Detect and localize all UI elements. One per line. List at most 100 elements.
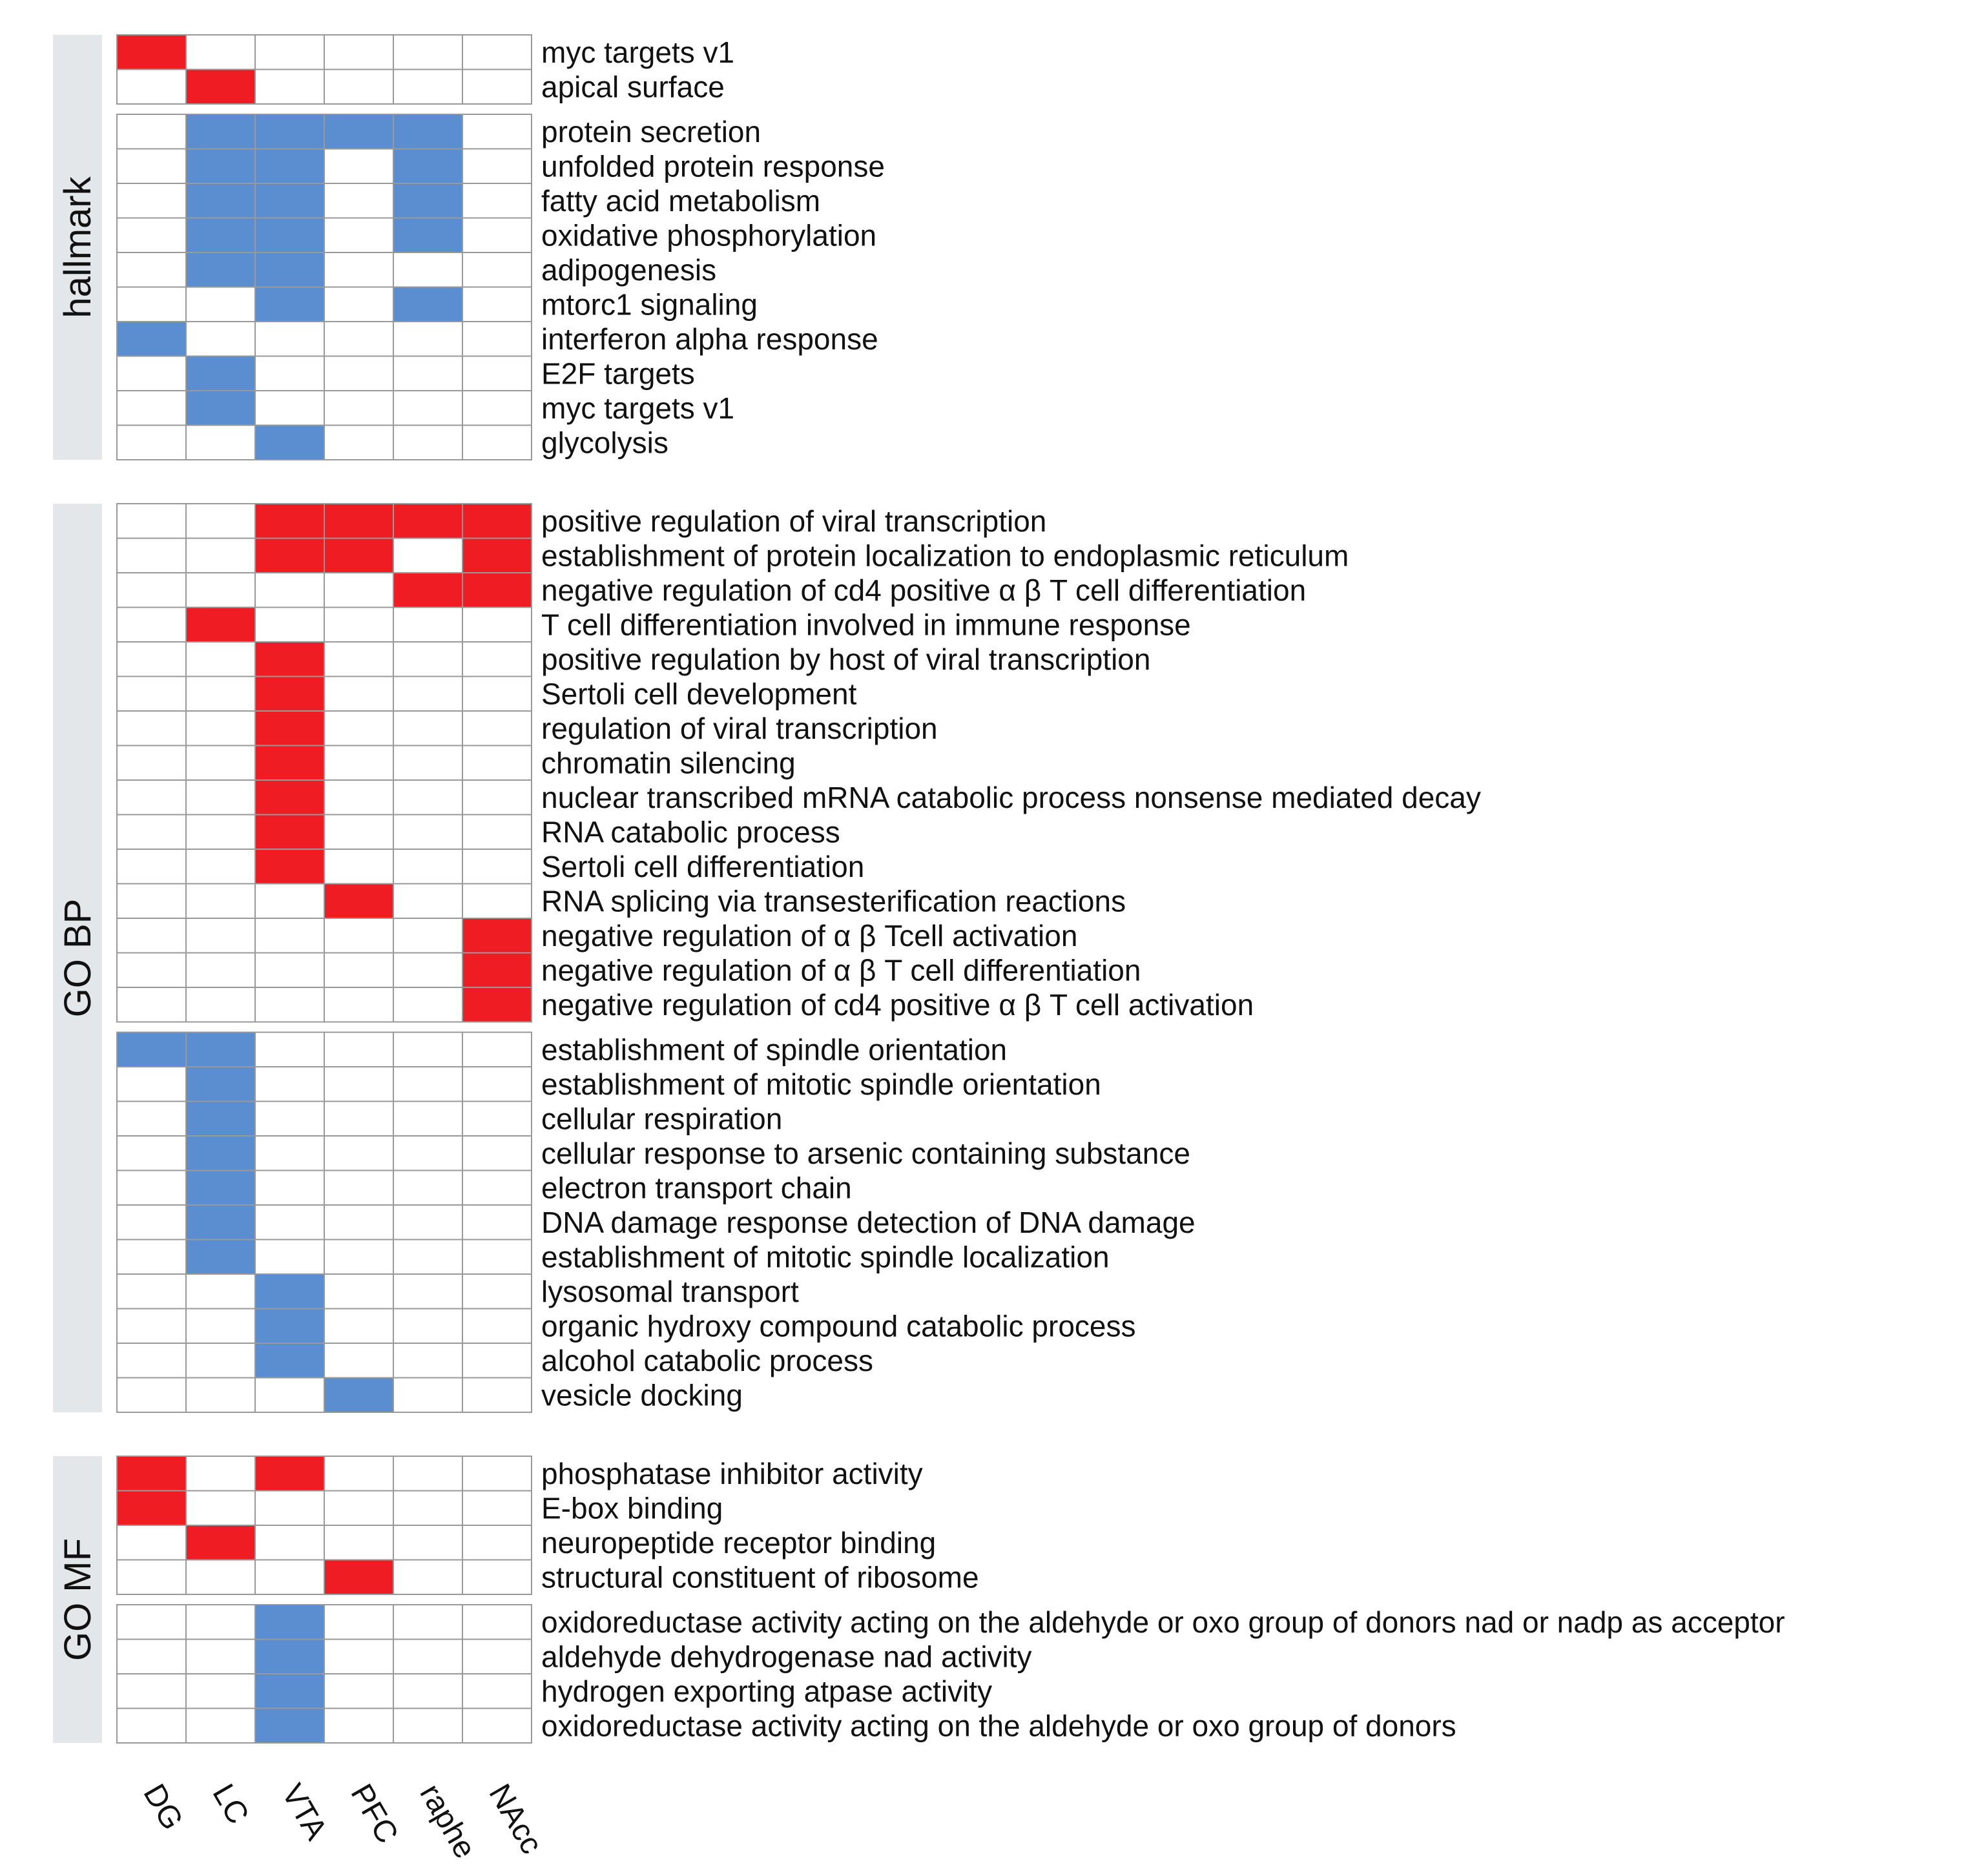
heatmap-cell-LC-down [185, 148, 256, 184]
heatmap-cell-VTA-down [254, 1638, 325, 1674]
heatmap-cell-VTA-down [254, 1066, 325, 1102]
heatmap-cell-raphe-down [393, 1135, 463, 1171]
term-label: positive regulation by host of viral tra… [541, 643, 1150, 676]
heatmap-cell-PFC-up [324, 883, 394, 919]
heatmap-cell-PFC-up [324, 1490, 394, 1526]
heatmap-cell-PFC-down [324, 1273, 394, 1310]
heatmap-cell-NAcc-up [462, 572, 532, 608]
heatmap-cell-NAcc-up [462, 537, 532, 573]
heatmap-cell-LC-up [185, 849, 256, 885]
heatmap-cell-PFC-down [324, 1604, 394, 1640]
heatmap-cell-NAcc-down [462, 1343, 532, 1379]
heatmap-cell-DG-up [116, 779, 187, 816]
heatmap-cell-LC-up [185, 606, 256, 643]
heatmap-cell-DG-down [116, 424, 187, 460]
term-label: apical surface [541, 70, 725, 103]
heatmap-cell-DG-up [116, 68, 187, 105]
heatmap-cell-VTA-down [254, 321, 325, 357]
term-label: RNA catabolic process [541, 815, 840, 849]
heatmap-cell-LC-down [185, 252, 256, 288]
heatmap-cell-VTA-up [254, 745, 325, 781]
term-label: unfolded protein response [541, 149, 885, 183]
heatmap-cell-PFC-down [324, 390, 394, 426]
heatmap-cell-NAcc-down [462, 217, 532, 253]
heatmap-cell-VTA-up [254, 572, 325, 608]
heatmap-cell-VTA-up [254, 918, 325, 954]
heatmap-cell-VTA-up [254, 606, 325, 643]
heatmap-cell-NAcc-down [462, 252, 532, 288]
heatmap-cell-DG-down [116, 1308, 187, 1344]
term-label: protein secretion [541, 115, 761, 149]
heatmap-cell-PFC-down [324, 1308, 394, 1344]
heatmap-cell-LC-down [185, 114, 256, 150]
heatmap-cell-DG-up [116, 814, 187, 850]
group-band [53, 35, 102, 460]
heatmap-cell-LC-down [185, 1707, 256, 1744]
heatmap-cell-LC-down [185, 1066, 256, 1102]
heatmap-cell-LC-up [185, 918, 256, 954]
heatmap-cell-DG-up [116, 503, 187, 539]
heatmap-cell-LC-down [185, 1100, 256, 1137]
heatmap-cell-raphe-up [393, 918, 463, 954]
heatmap-cell-PFC-up [324, 849, 394, 885]
heatmap-cell-PFC-down [324, 1204, 394, 1241]
heatmap-cell-DG-down [116, 286, 187, 322]
heatmap-cell-raphe-down [393, 390, 463, 426]
column-label-LC: LC [205, 1778, 255, 1830]
heatmap-cell-raphe-up [393, 745, 463, 781]
heatmap-cell-VTA-up [254, 675, 325, 712]
heatmap-cell-raphe-down [393, 1343, 463, 1379]
heatmap-cell-VTA-down [254, 1135, 325, 1171]
heatmap-cell-NAcc-up [462, 1559, 532, 1595]
heatmap-cell-NAcc-down [462, 1169, 532, 1206]
heatmap-cell-PFC-up [324, 987, 394, 1023]
heatmap-cell-PFC-down [324, 1239, 394, 1275]
heatmap-cell-VTA-up [254, 1525, 325, 1561]
heatmap-cell-LC-up [185, 779, 256, 816]
heatmap-cell-NAcc-up [462, 987, 532, 1023]
heatmap-cell-NAcc-down [462, 1100, 532, 1137]
heatmap-cell-PFC-up [324, 641, 394, 677]
heatmap-cell-NAcc-down [462, 148, 532, 184]
heatmap-cell-NAcc-down [462, 1066, 532, 1102]
heatmap-cell-raphe-up [393, 849, 463, 885]
heatmap-cell-NAcc-up [462, 918, 532, 954]
heatmap-cell-raphe-down [393, 1673, 463, 1709]
heatmap-cell-LC-down [185, 1673, 256, 1709]
heatmap-cell-NAcc-up [462, 675, 532, 712]
heatmap-cell-LC-down [185, 1604, 256, 1640]
term-label: fatty acid metabolism [541, 184, 820, 218]
heatmap-cell-PFC-up [324, 710, 394, 747]
heatmap-cell-PFC-up [324, 745, 394, 781]
term-label: hydrogen exporting atpase activity [541, 1674, 992, 1708]
heatmap-cell-DG-up [116, 1559, 187, 1595]
heatmap-cell-PFC-down [324, 114, 394, 150]
term-label: E2F targets [541, 356, 695, 390]
heatmap-cell-LC-up [185, 814, 256, 850]
term-label: cellular respiration [541, 1102, 782, 1135]
heatmap-cell-raphe-down [393, 252, 463, 288]
heatmap-cell-LC-up [185, 68, 256, 105]
heatmap-cell-PFC-down [324, 424, 394, 460]
heatmap-cell-raphe-down [393, 1377, 463, 1413]
term-label: regulation of viral transcription [541, 712, 938, 745]
heatmap-cell-DG-down [116, 355, 187, 391]
heatmap-cell-LC-up [185, 1525, 256, 1561]
heatmap-cell-raphe-down [393, 1308, 463, 1344]
term-label: mtorc1 signaling [541, 287, 758, 321]
heatmap-cell-DG-down [116, 1169, 187, 1206]
heatmap-cell-VTA-up [254, 987, 325, 1023]
heatmap-cell-DG-down [116, 1066, 187, 1102]
heatmap-cell-PFC-down [324, 355, 394, 391]
heatmap-cell-PFC-down [324, 1169, 394, 1206]
heatmap-cell-DG-down [116, 1673, 187, 1709]
heatmap-cell-VTA-down [254, 183, 325, 219]
heatmap-cell-PFC-down [324, 1673, 394, 1709]
term-label: oxidative phosphorylation [541, 218, 876, 252]
heatmap-cell-raphe-down [393, 424, 463, 460]
heatmap-cell-VTA-down [254, 1377, 325, 1413]
term-label: vesicle docking [541, 1378, 743, 1412]
heatmap-cell-raphe-down [393, 1239, 463, 1275]
column-label-NAcc: NAcc [482, 1778, 548, 1860]
